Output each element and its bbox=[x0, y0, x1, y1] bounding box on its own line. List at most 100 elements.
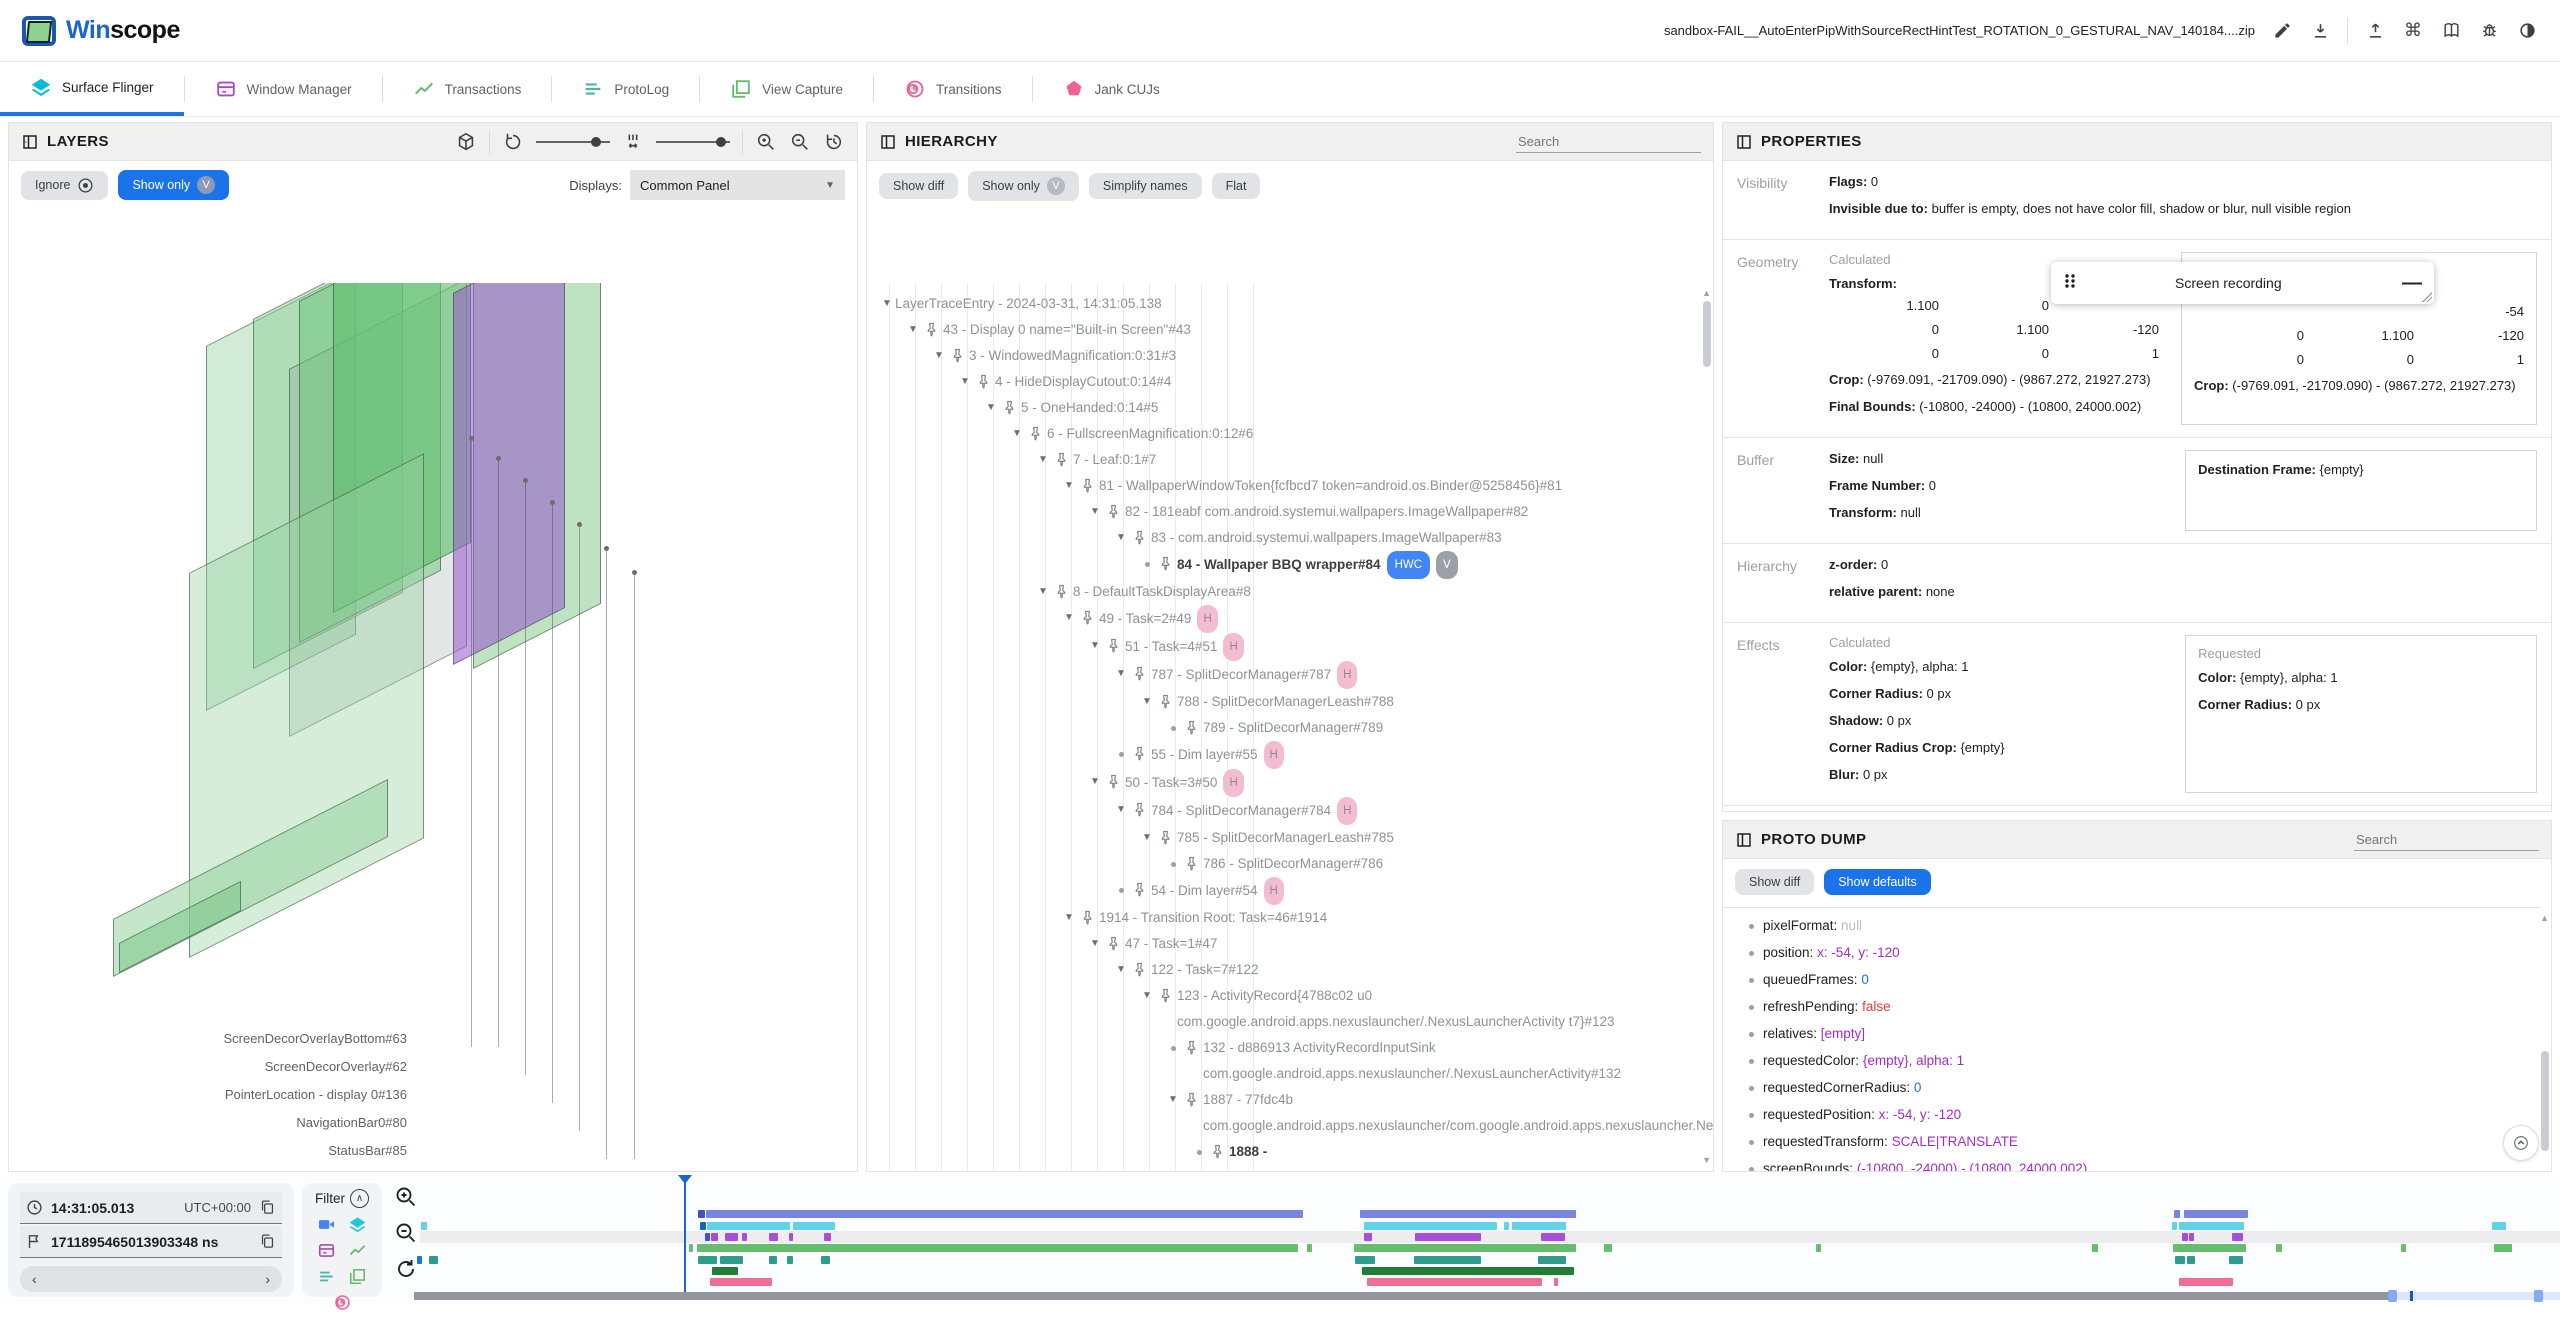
tree-node[interactable]: ▼ 82 - 181eabf com.android.systemui.wallp… bbox=[877, 499, 1703, 525]
tree-node[interactable]: ▼ 83 - com.android.systemui.wallpapers.Im… bbox=[877, 525, 1703, 551]
collapse-filter-icon[interactable]: ∧ bbox=[350, 1189, 369, 1208]
pin-icon[interactable] bbox=[1053, 451, 1070, 468]
tree-node[interactable]: ▼ 51 - Task=4#51 H bbox=[877, 633, 1703, 661]
tree-node[interactable]: ▼ 122 - Task=7#122 bbox=[877, 957, 1703, 983]
filter-window-icon[interactable] bbox=[317, 1241, 336, 1260]
trace-segment[interactable] bbox=[2229, 1256, 2243, 1264]
layer-name-label[interactable]: ScreenDecorOverlay#62 bbox=[264, 1059, 407, 1074]
timeline-cursor[interactable] bbox=[684, 1178, 686, 1292]
previous-frame-button[interactable]: ‹ bbox=[32, 1271, 37, 1287]
trace-segment[interactable] bbox=[1364, 1233, 1372, 1241]
chevron-down-icon[interactable]: ▼ bbox=[986, 402, 996, 413]
displays-select[interactable]: Common Panel ▼ bbox=[630, 170, 845, 200]
spacing-icon[interactable] bbox=[622, 131, 644, 153]
chevron-down-icon[interactable]: ▼ bbox=[1142, 696, 1152, 707]
range-handle-left[interactable] bbox=[2388, 1290, 2397, 1302]
chevron-down-icon[interactable]: ▼ bbox=[1090, 938, 1100, 949]
pin-icon[interactable] bbox=[1105, 637, 1122, 654]
timeline-zoom-in-icon[interactable] bbox=[394, 1185, 418, 1209]
tab-window-manager[interactable]: Window Manager bbox=[185, 62, 382, 116]
tab-protolog[interactable]: ProtoLog bbox=[552, 62, 699, 116]
tree-node[interactable]: ▼ 788 - SplitDecorManagerLeash#788 bbox=[877, 689, 1703, 715]
tree-node[interactable]: 1888 - com.google.android.apps.nexuslaun… bbox=[877, 1139, 1713, 1171]
spacing-slider[interactable] bbox=[656, 136, 730, 147]
tree-node[interactable]: ▼ 81 - WallpaperWindowToken{fcfbcd7 token… bbox=[877, 473, 1703, 499]
collapse-proto-dump-button[interactable] bbox=[2503, 1125, 2539, 1161]
chevron-down-icon[interactable]: ▼ bbox=[1116, 804, 1126, 815]
scroll-down-arrow[interactable]: ▼ bbox=[1702, 1155, 1711, 1165]
trace-segment[interactable] bbox=[421, 1222, 427, 1230]
chip-show-only[interactable]: Show only V bbox=[968, 171, 1079, 201]
collapse-panel-icon[interactable] bbox=[21, 133, 39, 151]
trace-segment[interactable] bbox=[705, 1233, 710, 1241]
trace-segment[interactable] bbox=[1554, 1278, 1558, 1286]
timeline-reset-zoom-icon[interactable] bbox=[394, 1257, 418, 1281]
chip-flat[interactable]: Flat bbox=[1211, 173, 1261, 199]
proto-scrollbar[interactable] bbox=[2541, 1051, 2549, 1151]
dark-mode-toggle-icon[interactable] bbox=[2516, 20, 2538, 42]
trace-segment[interactable] bbox=[787, 1256, 793, 1264]
chevron-down-icon[interactable]: ▼ bbox=[1090, 506, 1100, 517]
trace-segment[interactable] bbox=[2276, 1244, 2282, 1252]
ignore-layer-chip[interactable]: Ignore bbox=[21, 170, 109, 200]
pin-icon[interactable] bbox=[1157, 693, 1174, 710]
pin-icon[interactable] bbox=[1131, 961, 1148, 978]
pin-icon[interactable] bbox=[1079, 477, 1096, 494]
documentation-icon[interactable] bbox=[2440, 20, 2462, 42]
trace-segment[interactable] bbox=[793, 1222, 835, 1230]
tree-node[interactable]: ▼ 49 - Task=2#49 H bbox=[877, 605, 1703, 633]
trace-segment[interactable] bbox=[1414, 1256, 1481, 1264]
trace-segment[interactable] bbox=[2175, 1256, 2185, 1264]
tree-node[interactable]: ▼ 5 - OneHanded:0:14#5 bbox=[877, 395, 1703, 421]
trace-segment[interactable] bbox=[1307, 1244, 1312, 1252]
trace-segment[interactable] bbox=[1816, 1244, 1821, 1252]
trace-segment[interactable] bbox=[725, 1233, 738, 1241]
proto-property-row[interactable]: pixelFormat: null bbox=[1723, 912, 2541, 939]
trace-segment[interactable] bbox=[1415, 1233, 1481, 1241]
tree-node[interactable]: ▼ 7 - Leaf:0:1#7 bbox=[877, 447, 1703, 473]
copy-ns-icon[interactable] bbox=[259, 1233, 276, 1250]
timeline-scrollbar-track[interactable] bbox=[414, 1292, 2560, 1300]
trace-segment[interactable] bbox=[2092, 1244, 2098, 1252]
hierarchy-search-input[interactable] bbox=[1516, 130, 1701, 153]
trace-segment[interactable] bbox=[742, 1233, 747, 1241]
proto-property-row[interactable]: requestedColor: {empty}, alpha: 1 bbox=[1723, 1047, 2541, 1074]
tree-node[interactable]: ▼ 784 - SplitDecorManager#784 H bbox=[877, 797, 1703, 825]
trace-segment[interactable] bbox=[1504, 1222, 1509, 1230]
report-bug-icon[interactable] bbox=[2478, 20, 2500, 42]
zoom-out-icon[interactable] bbox=[789, 131, 811, 153]
tab-transitions[interactable]: Transitions bbox=[874, 62, 1032, 116]
proto-property-row[interactable]: refreshPending: false bbox=[1723, 993, 2541, 1020]
chip-show-diff[interactable]: Show diff bbox=[1735, 869, 1815, 895]
trace-segment[interactable] bbox=[429, 1256, 438, 1264]
chevron-down-icon[interactable]: ▼ bbox=[1090, 640, 1100, 651]
filter-spiral-icon[interactable] bbox=[333, 1293, 352, 1312]
chip-show-defaults[interactable]: Show defaults bbox=[1824, 869, 1931, 895]
tab-view-capture[interactable]: View Capture bbox=[700, 62, 873, 116]
trace-segment[interactable] bbox=[1538, 1256, 1566, 1264]
tree-node[interactable]: 789 - SplitDecorManager#789 bbox=[877, 715, 1703, 741]
proto-property-row[interactable]: requestedPosition: x: -54, y: -120 bbox=[1723, 1101, 2541, 1128]
layer-rect[interactable] bbox=[453, 283, 565, 665]
filter-list-icon[interactable] bbox=[317, 1267, 336, 1286]
chevron-down-icon[interactable]: ▼ bbox=[1142, 832, 1152, 843]
chevron-down-icon[interactable]: ▼ bbox=[908, 324, 918, 335]
trace-segment[interactable] bbox=[2173, 1244, 2246, 1252]
minimize-overlay-button[interactable]: — bbox=[2402, 272, 2422, 294]
tree-node[interactable]: ▼ 787 - SplitDecorManager#787 H bbox=[877, 661, 1703, 689]
trace-segment[interactable] bbox=[1360, 1210, 1576, 1218]
trace-segment[interactable] bbox=[707, 1222, 790, 1230]
trace-segment[interactable] bbox=[712, 1267, 738, 1275]
show-only-chip[interactable]: Show only V bbox=[118, 170, 230, 200]
chevron-down-icon[interactable]: ▼ bbox=[882, 298, 892, 309]
proto-property-row[interactable]: requestedCornerRadius: 0 bbox=[1723, 1074, 2541, 1101]
proto-property-row[interactable]: screenBounds: (-10800, -24000) - (10800,… bbox=[1723, 1155, 2541, 1171]
trace-segment[interactable] bbox=[1362, 1267, 1574, 1275]
proto-dump-search-input[interactable] bbox=[2354, 828, 2539, 851]
trace-segment[interactable] bbox=[711, 1233, 718, 1241]
zoom-in-icon[interactable] bbox=[755, 131, 777, 153]
trace-segment[interactable] bbox=[700, 1222, 706, 1230]
filter-chart-icon[interactable] bbox=[348, 1241, 367, 1260]
trace-segment[interactable] bbox=[2189, 1233, 2194, 1241]
tree-node[interactable]: ▼ 50 - Task=3#50 H bbox=[877, 769, 1703, 797]
